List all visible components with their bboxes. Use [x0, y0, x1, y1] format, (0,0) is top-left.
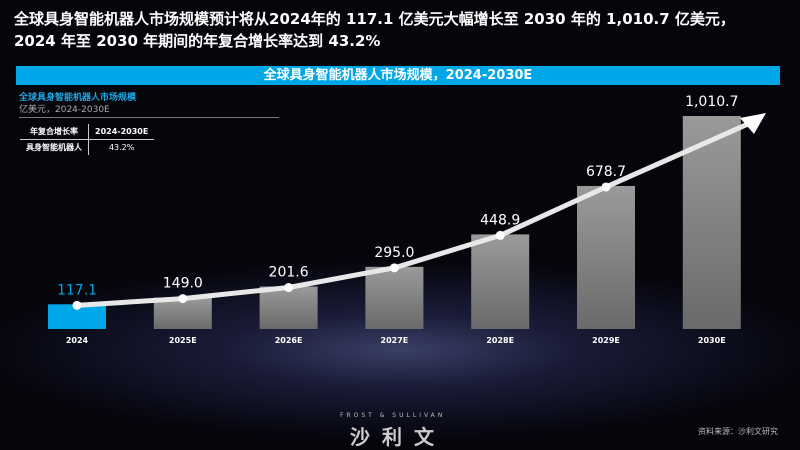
x-tick-label: 2028E	[486, 336, 514, 345]
divider	[19, 117, 279, 118]
value-label: 1,010.7	[685, 94, 738, 110]
chart-subtitle: 全球具身智能机器人市场规模	[19, 93, 137, 103]
table-cell: 具身智能机器人	[20, 139, 89, 155]
cagr-table: 年复合增长率 2024-2030E 具身智能机器人 43.2%	[20, 124, 155, 155]
x-tick-label: 2026E	[275, 336, 303, 345]
bar	[471, 234, 530, 329]
trend-point	[72, 300, 82, 310]
x-tick-label: 2025E	[169, 336, 197, 345]
value-label: 149.0	[163, 276, 203, 292]
bar	[365, 266, 424, 329]
value-label: 117.1	[57, 282, 97, 298]
chart-banner: 全球具身智能机器人市场规模，2024-2030E	[16, 66, 780, 85]
trend-point	[495, 230, 505, 240]
table-cell: 43.2%	[108, 143, 135, 152]
bar	[259, 286, 318, 329]
title-line-1: 全球具身智能机器人市场规模预计将从2024年的 117.1 亿美元大幅增长至 2…	[14, 10, 735, 28]
bar	[682, 116, 741, 329]
source-note: 资料来源：沙利文研究	[698, 427, 778, 436]
chart-unit: 亿美元，2024-2030E	[19, 105, 110, 115]
value-label: 448.9	[480, 212, 520, 228]
trend-point	[178, 294, 188, 304]
trend-point	[284, 283, 294, 293]
x-tick-label: 2030E	[698, 336, 726, 345]
table-header: 2024-2030E	[88, 124, 155, 140]
x-tick-label: 2029E	[592, 336, 620, 345]
bar	[577, 185, 635, 329]
value-label: 201.6	[269, 265, 309, 281]
value-label: 678.7	[586, 164, 626, 180]
x-tick-label: 2027E	[381, 336, 409, 345]
trend-point	[389, 263, 399, 273]
logo-cn: 沙利文	[350, 425, 446, 449]
table-header: 年复合增长率	[20, 124, 89, 140]
title-line-2: 2024 年至 2030 年期间的年复合增长率达到 43.2%	[14, 32, 381, 50]
trend-point	[601, 182, 611, 192]
trend-arrowhead	[740, 113, 766, 134]
page-title: 全球具身智能机器人市场规模预计将从2024年的 117.1 亿美元大幅增长至 2…	[14, 8, 794, 52]
value-label: 295.0	[374, 245, 414, 261]
logo-en: FROST & SULLIVAN	[340, 412, 446, 419]
x-tick-label: 2024	[66, 336, 89, 345]
